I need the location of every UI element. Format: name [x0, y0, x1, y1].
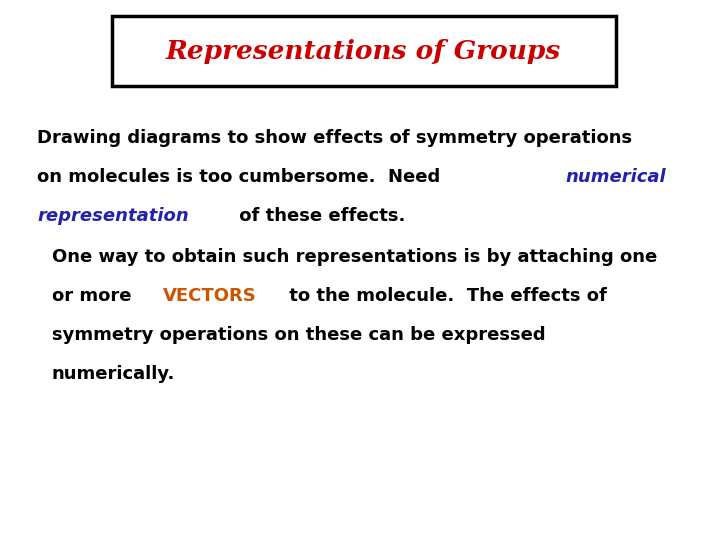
- Text: or more: or more: [52, 287, 138, 305]
- Text: symmetry operations on these can be expressed: symmetry operations on these can be expr…: [52, 326, 546, 343]
- Bar: [112, 16, 616, 86]
- Text: One way to obtain such representations is by attaching one: One way to obtain such representations i…: [52, 248, 657, 266]
- Text: Representations of Groups: Representations of Groups: [166, 39, 561, 64]
- Text: VECTORS: VECTORS: [163, 287, 256, 305]
- Text: representation: representation: [37, 207, 189, 225]
- Text: of these effects.: of these effects.: [233, 207, 405, 225]
- Text: numerically.: numerically.: [52, 364, 175, 382]
- Text: on molecules is too cumbersome.  Need: on molecules is too cumbersome. Need: [37, 168, 447, 186]
- Text: to the molecule.  The effects of: to the molecule. The effects of: [284, 287, 608, 305]
- Text: numerical: numerical: [566, 168, 667, 186]
- Text: Drawing diagrams to show effects of symmetry operations: Drawing diagrams to show effects of symm…: [37, 129, 633, 147]
